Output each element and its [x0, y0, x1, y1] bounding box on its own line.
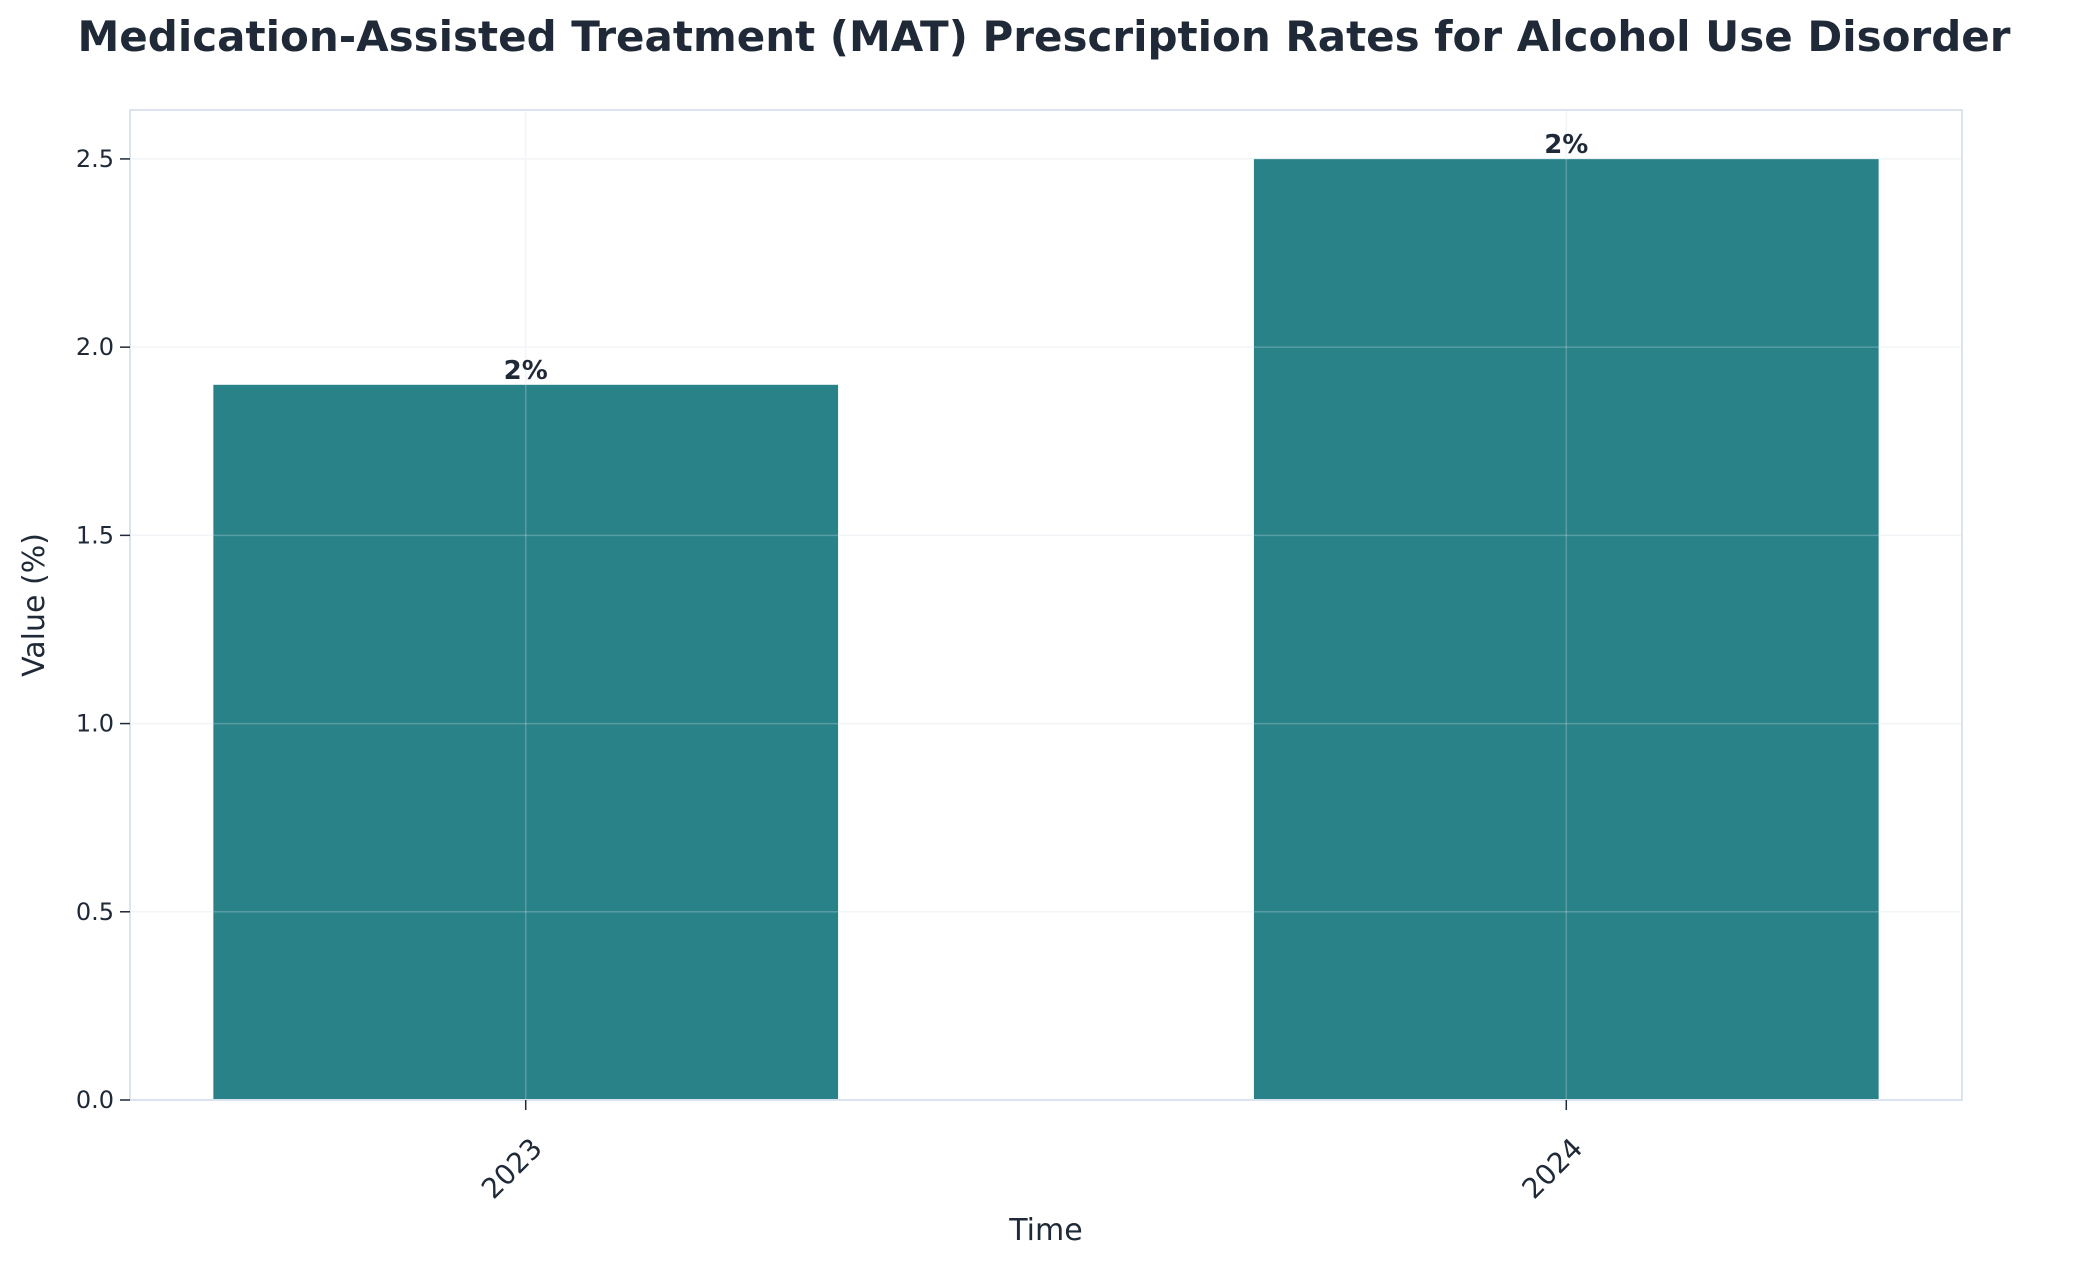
x-tick-label-2023: 2023	[475, 1132, 549, 1206]
y-tick-label: 1.5	[76, 521, 114, 549]
y-axis: 0.0 0.5 1.0 1.5 2.0 2.5	[76, 145, 130, 1114]
y-axis-label: Value (%)	[17, 533, 52, 677]
data-label-2023: 2%	[504, 356, 548, 386]
y-tick-label: 2.0	[76, 333, 114, 361]
x-tick-label-2024: 2024	[1516, 1132, 1590, 1206]
y-tick-label: 0.0	[76, 1086, 114, 1114]
bar-2024	[1253, 158, 1879, 1100]
data-labels: 2% 2%	[504, 130, 1589, 386]
y-tick-label: 0.5	[76, 898, 114, 926]
chart-title: Medication-Assisted Treatment (MAT) Pres…	[77, 12, 2011, 61]
bar-2023	[213, 384, 839, 1100]
plot-frame	[129, 109, 1963, 1101]
x-axis: 2023 2024	[475, 1100, 1589, 1205]
y-tick-label: 1.0	[76, 710, 114, 738]
y-tick-label: 2.5	[76, 145, 114, 173]
data-label-2024: 2%	[1544, 130, 1588, 160]
bars-layer	[213, 158, 1879, 1100]
x-axis-label: Time	[1008, 1213, 1082, 1248]
